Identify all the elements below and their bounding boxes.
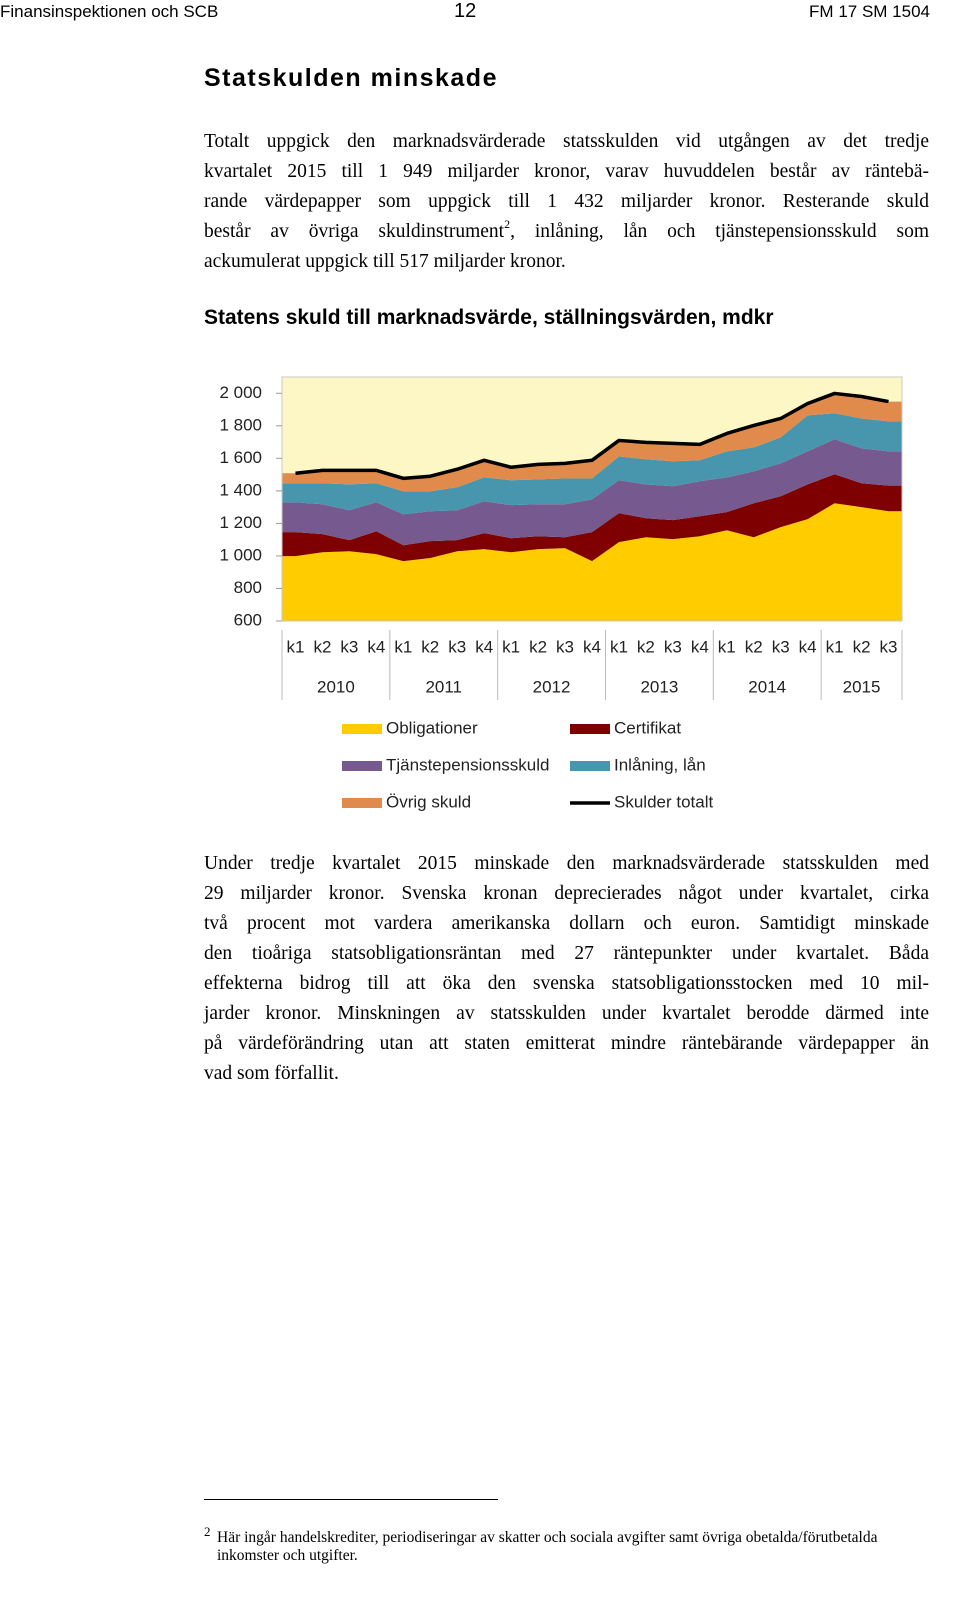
x-tick-label: k3 [448, 637, 466, 656]
y-tick-label: 1 800 [219, 415, 262, 434]
y-tick-label: 600 [234, 610, 262, 629]
legend-swatch [342, 724, 382, 734]
area [282, 439, 902, 546]
x-tick-label: k2 [313, 637, 331, 656]
x-tick-label: k1 [502, 637, 520, 656]
text-line: den tioåriga statsobligationsräntan med … [204, 943, 929, 964]
plot-border [281, 376, 903, 622]
total-line [295, 391, 889, 481]
area [282, 393, 902, 492]
area [282, 503, 902, 621]
y-tick-label: 1 000 [219, 545, 262, 564]
text-line: rande värdepapper som uppgick till 1 432… [204, 191, 929, 212]
x-tick-label: k4 [799, 637, 817, 656]
x-tick-label: k1 [718, 637, 736, 656]
text-span: består av övriga skuldinstrument [204, 221, 505, 242]
text-line: Totalt uppgick den marknadsvärderade sta… [204, 131, 929, 152]
text-line: ackumulerat uppgick till 517 miljarder k… [204, 251, 566, 272]
text-line: två procent mot vardera amerikanska doll… [204, 913, 929, 934]
x-group-label: 2010 [317, 677, 355, 696]
footnote-line: Här ingår handelskrediter, periodisering… [217, 1529, 878, 1546]
y-tick-label: 2 000 [219, 383, 262, 402]
area [282, 413, 902, 515]
page-number: 12 [454, 0, 477, 22]
x-group-label: 2013 [640, 677, 678, 696]
x-tick-label: k4 [583, 637, 601, 656]
footnote-line: inkomster och utgifter. [217, 1547, 358, 1564]
legend-swatch [570, 724, 610, 734]
area [282, 474, 902, 562]
y-tick-label: 800 [234, 578, 262, 597]
legend-label: Övrig skuld [386, 792, 471, 811]
text-line: effekterna bidrog till att öka den svens… [204, 973, 929, 994]
plot-marks [282, 391, 902, 621]
legend-label: Certifikat [614, 718, 681, 737]
x-tick-label: k4 [691, 637, 709, 656]
y-tick-label: 1 600 [219, 448, 262, 467]
x-tick-label: k2 [529, 637, 547, 656]
legend-swatch [342, 761, 382, 771]
text-line: Under tredje kvartalet 2015 minskade den… [204, 853, 929, 874]
x-tick-label: k1 [286, 637, 304, 656]
text-line: består av övriga skuldinstrument2, inlån… [204, 217, 929, 244]
text-line: jarder kronor. Minskningen av statsskuld… [204, 1003, 929, 1024]
header-right: FM 17 SM 1504 [809, 2, 930, 21]
x-tick-label: k1 [826, 637, 844, 656]
x-tick-label: k2 [853, 637, 871, 656]
x-tick-label: k2 [637, 637, 655, 656]
text-span: , inlåning, lån och tjänstepensionsskuld… [510, 221, 929, 242]
legend-swatch [570, 761, 610, 771]
x-group-label: 2012 [533, 677, 571, 696]
text-line: 29 miljarder kronor. Svenska kronan depr… [204, 883, 929, 904]
x-tick-label: k3 [880, 637, 898, 656]
x-tick-label: k3 [772, 637, 790, 656]
y-tick-label: 1 200 [219, 513, 262, 532]
text-line: kvartalet 2015 till 1 949 miljarder kron… [204, 161, 929, 182]
legend-label: Tjänstepensionsskuld [386, 755, 549, 774]
x-tick-label: k4 [475, 637, 493, 656]
x-tick-label: k1 [394, 637, 412, 656]
y-tick-label: 1 400 [219, 480, 262, 499]
x-tick-label: k2 [745, 637, 763, 656]
x-tick-label: k3 [664, 637, 682, 656]
chart: 600 800 1 000 1 200 1 400 1 600 1 800 2 000 k1 k2… [219, 376, 903, 811]
header-left: Finansinspektionen och SCB [0, 2, 219, 21]
legend-label: Obligationer [386, 718, 478, 737]
x-group-label: 2015 [843, 677, 881, 696]
heading: Statskulden minskade [204, 64, 498, 92]
text-line: vad som förfallit. [204, 1063, 339, 1084]
x-tick-label: k2 [421, 637, 439, 656]
chart-title: Statens skuld till marknadsvärde, ställn… [204, 306, 774, 329]
legend-label: Inlåning, lån [614, 755, 706, 774]
text-line: på värdeförändring utan att staten emitt… [204, 1033, 929, 1054]
footnote-ref: 2 [204, 1524, 211, 1539]
legend-label: Skulder totalt [614, 792, 713, 811]
footnote-ref: 2 [504, 217, 511, 231]
x-tick-label: k1 [610, 637, 628, 656]
x-tick-label: k4 [367, 637, 385, 656]
x-tick-label: k3 [340, 637, 358, 656]
x-group-label: 2014 [748, 677, 786, 696]
x-group-label: 2011 [425, 677, 462, 696]
footnote-rule [204, 1499, 498, 1500]
x-tick-label: k3 [556, 637, 574, 656]
legend-swatch [342, 798, 382, 808]
